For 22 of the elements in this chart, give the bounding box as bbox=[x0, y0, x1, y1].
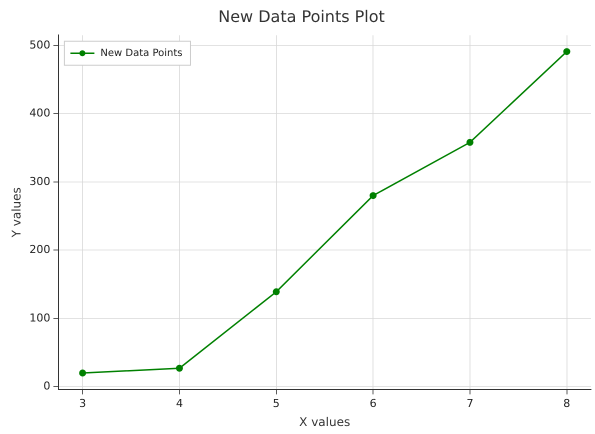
y-tick-label: 0 bbox=[43, 380, 50, 393]
y-tick-label: 500 bbox=[29, 38, 50, 52]
x-axis-title: X values bbox=[299, 414, 350, 429]
y-tick-label: 100 bbox=[29, 311, 50, 324]
point bbox=[370, 192, 377, 200]
chart-title: New Data Points Plot bbox=[218, 6, 385, 26]
y-tick-label: 400 bbox=[29, 106, 50, 120]
legend-label: New Data Points bbox=[100, 48, 182, 59]
point bbox=[272, 288, 280, 296]
x-tick-label: 7 bbox=[466, 396, 474, 410]
y-tick-label: 300 bbox=[29, 174, 50, 188]
x-tick-label: 8 bbox=[563, 396, 570, 410]
x-tick-label: 5 bbox=[272, 396, 280, 410]
x-tick-label: 4 bbox=[176, 396, 183, 410]
point bbox=[563, 48, 570, 56]
point bbox=[176, 364, 183, 372]
point bbox=[79, 370, 86, 377]
point bbox=[466, 138, 474, 146]
y-axis-title: Y values bbox=[9, 187, 24, 238]
y-tick-label: 200 bbox=[29, 243, 50, 256]
x-tick-label: 3 bbox=[79, 396, 86, 410]
x-tick-label: 6 bbox=[370, 396, 377, 410]
